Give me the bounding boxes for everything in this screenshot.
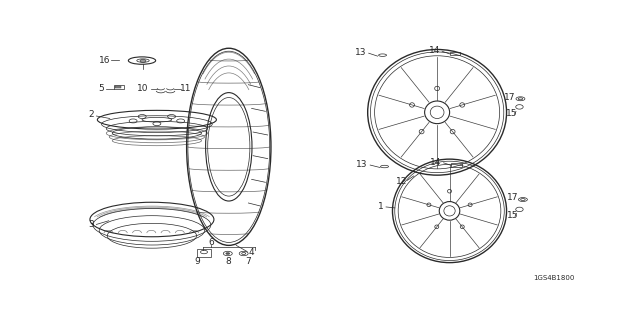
Text: 3: 3 <box>88 220 94 229</box>
Text: 8: 8 <box>225 257 230 266</box>
Bar <box>197 249 211 257</box>
Text: 9: 9 <box>195 257 200 266</box>
Bar <box>115 86 121 88</box>
Text: 7: 7 <box>244 257 250 266</box>
Text: 17: 17 <box>504 92 516 101</box>
Bar <box>114 85 124 89</box>
Text: 2: 2 <box>88 110 93 119</box>
Circle shape <box>140 59 146 62</box>
Text: 16: 16 <box>99 56 111 65</box>
Text: 1GS4B1800: 1GS4B1800 <box>533 275 574 281</box>
Circle shape <box>226 252 230 254</box>
Text: 10: 10 <box>137 84 148 93</box>
Text: 12: 12 <box>396 177 407 186</box>
Text: 6: 6 <box>209 238 214 247</box>
Bar <box>451 163 462 166</box>
Text: 4: 4 <box>248 248 254 257</box>
Bar <box>449 52 460 55</box>
Text: 13: 13 <box>355 48 366 57</box>
Text: 1: 1 <box>378 202 384 211</box>
Text: 15: 15 <box>506 109 517 118</box>
Text: 13: 13 <box>356 160 367 169</box>
Text: 17: 17 <box>507 193 518 202</box>
Text: 14: 14 <box>431 158 442 167</box>
Text: 11: 11 <box>180 84 191 93</box>
Text: 14: 14 <box>429 46 440 55</box>
Text: 15: 15 <box>507 211 518 220</box>
Text: 5: 5 <box>98 84 104 93</box>
